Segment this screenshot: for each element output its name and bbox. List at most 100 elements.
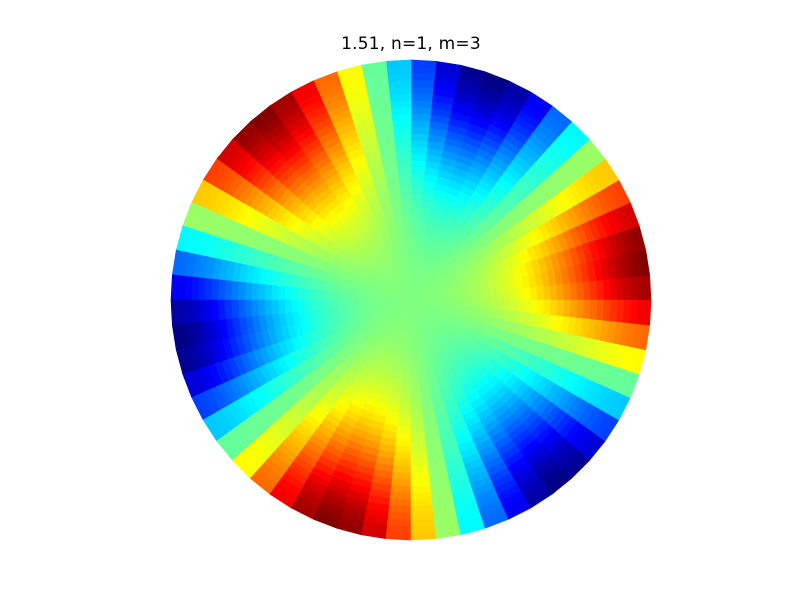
heatmap-cell: [410, 219, 420, 228]
heatmap-cell: [400, 385, 412, 394]
heatmap-cell: [410, 226, 420, 235]
heatmap-cell: [530, 286, 538, 301]
heatmap-cell: [410, 233, 419, 241]
heatmap-cell: [370, 295, 379, 301]
heatmap-cell: [237, 281, 246, 301]
heatmap-cell: [290, 299, 299, 313]
heatmap-cell: [563, 299, 572, 318]
heatmap-cell: [391, 119, 412, 128]
heatmap-cell: [304, 299, 312, 312]
heatmap-cell: [250, 299, 259, 318]
heatmap-cell: [503, 299, 512, 311]
heatmap-cell: [393, 133, 412, 142]
heatmap-cell: [430, 299, 438, 304]
heatmap-cell: [403, 359, 412, 367]
heatmap-cell: [401, 379, 412, 387]
heatmap-cell: [324, 290, 332, 301]
heatmap-cell: [284, 286, 292, 301]
heatmap-cell: [394, 445, 412, 454]
heatmap-cell: [385, 59, 412, 69]
heatmap-cell: [536, 285, 545, 301]
heatmap-cell: [470, 299, 478, 308]
heatmap-cell: [423, 299, 432, 303]
heatmap-cell: [496, 289, 505, 301]
heatmap-cell: [410, 412, 424, 421]
heatmap-cell: [416, 239, 424, 249]
heatmap-cells: [170, 59, 652, 541]
heatmap-cell: [404, 239, 412, 248]
heatmap-cell: [457, 299, 465, 306]
heatmap-cell: [410, 425, 426, 434]
heatmap-cell: [410, 253, 417, 261]
heatmap-cell: [393, 139, 412, 148]
heatmap-cell: [402, 219, 412, 228]
heatmap-cell: [284, 299, 292, 314]
heatmap-cell: [395, 153, 412, 162]
heatmap-cell: [523, 287, 532, 301]
heatmap-cell: [410, 419, 425, 427]
heatmap-cell: [456, 304, 465, 312]
heatmap-cell: [410, 273, 415, 281]
heatmap-cell: [405, 346, 412, 354]
heatmap-cell: [344, 292, 352, 301]
heatmap-cell: [330, 291, 339, 301]
heatmap-cell: [410, 213, 421, 221]
heatmap-cell: [490, 290, 498, 301]
heatmap-cell: [410, 166, 426, 175]
heatmap-cell: [410, 531, 437, 541]
heatmap-cell: [310, 299, 319, 311]
heatmap-cell: [549, 299, 558, 316]
heatmap-cell: [304, 288, 312, 301]
heatmap-cell: [556, 283, 565, 301]
heatmap-cell: [463, 293, 472, 301]
heatmap-cell: [510, 288, 518, 301]
heatmap-cell: [264, 284, 273, 301]
heatmap-cell: [400, 392, 412, 401]
heatmap-cell: [396, 159, 412, 168]
heatmap-cell: [410, 399, 423, 407]
heatmap-cell: [290, 287, 299, 301]
heatmap-cell: [394, 146, 412, 155]
heatmap-cell: [483, 291, 492, 301]
heatmap-cell: [483, 299, 492, 309]
heatmap-cell: [257, 299, 266, 317]
heatmap-cell: [324, 299, 332, 310]
heatmap-cell: [407, 319, 412, 327]
heatmap-cell: [395, 438, 412, 447]
heatmap-cell: [230, 280, 239, 301]
heatmap-cell: [496, 299, 505, 311]
heatmap-cell: [476, 291, 485, 301]
heatmap-cell: [403, 233, 412, 241]
heatmap-cell: [391, 472, 412, 481]
heatmap-cell: [410, 126, 430, 135]
heatmap-cell: [569, 282, 578, 301]
heatmap-cell: [410, 179, 424, 188]
heatmap-cell: [250, 282, 259, 301]
heatmap-cell: [297, 287, 306, 301]
heatmap-cell: [407, 326, 412, 334]
heatmap-cell: [337, 291, 346, 301]
heatmap-cell: [410, 465, 430, 474]
heatmap-cell: [350, 293, 359, 301]
heatmap-cell: [410, 352, 418, 361]
heatmap-cell: [536, 299, 545, 315]
heatmap-cell: [410, 139, 429, 148]
heatmap-cell: [398, 405, 412, 414]
heatmap-cell: [583, 299, 592, 320]
heatmap-cell: [543, 285, 552, 301]
heatmap-cell: [410, 365, 420, 374]
heatmap-cell: [400, 206, 412, 215]
heatmap-cell: [264, 299, 273, 316]
heatmap-cell: [410, 359, 419, 367]
heatmap-cell: [410, 239, 418, 248]
heatmap-cell: [576, 299, 585, 319]
heatmap-cell: [297, 299, 306, 313]
heatmap-cell: [410, 432, 426, 441]
heatmap-cell: [410, 385, 422, 394]
heatmap-cell: [410, 193, 423, 201]
heatmap-cell: [410, 133, 429, 142]
heatmap-cell: [410, 438, 427, 447]
heatmap-cell: [396, 166, 412, 175]
heatmap-cell: [642, 299, 652, 326]
